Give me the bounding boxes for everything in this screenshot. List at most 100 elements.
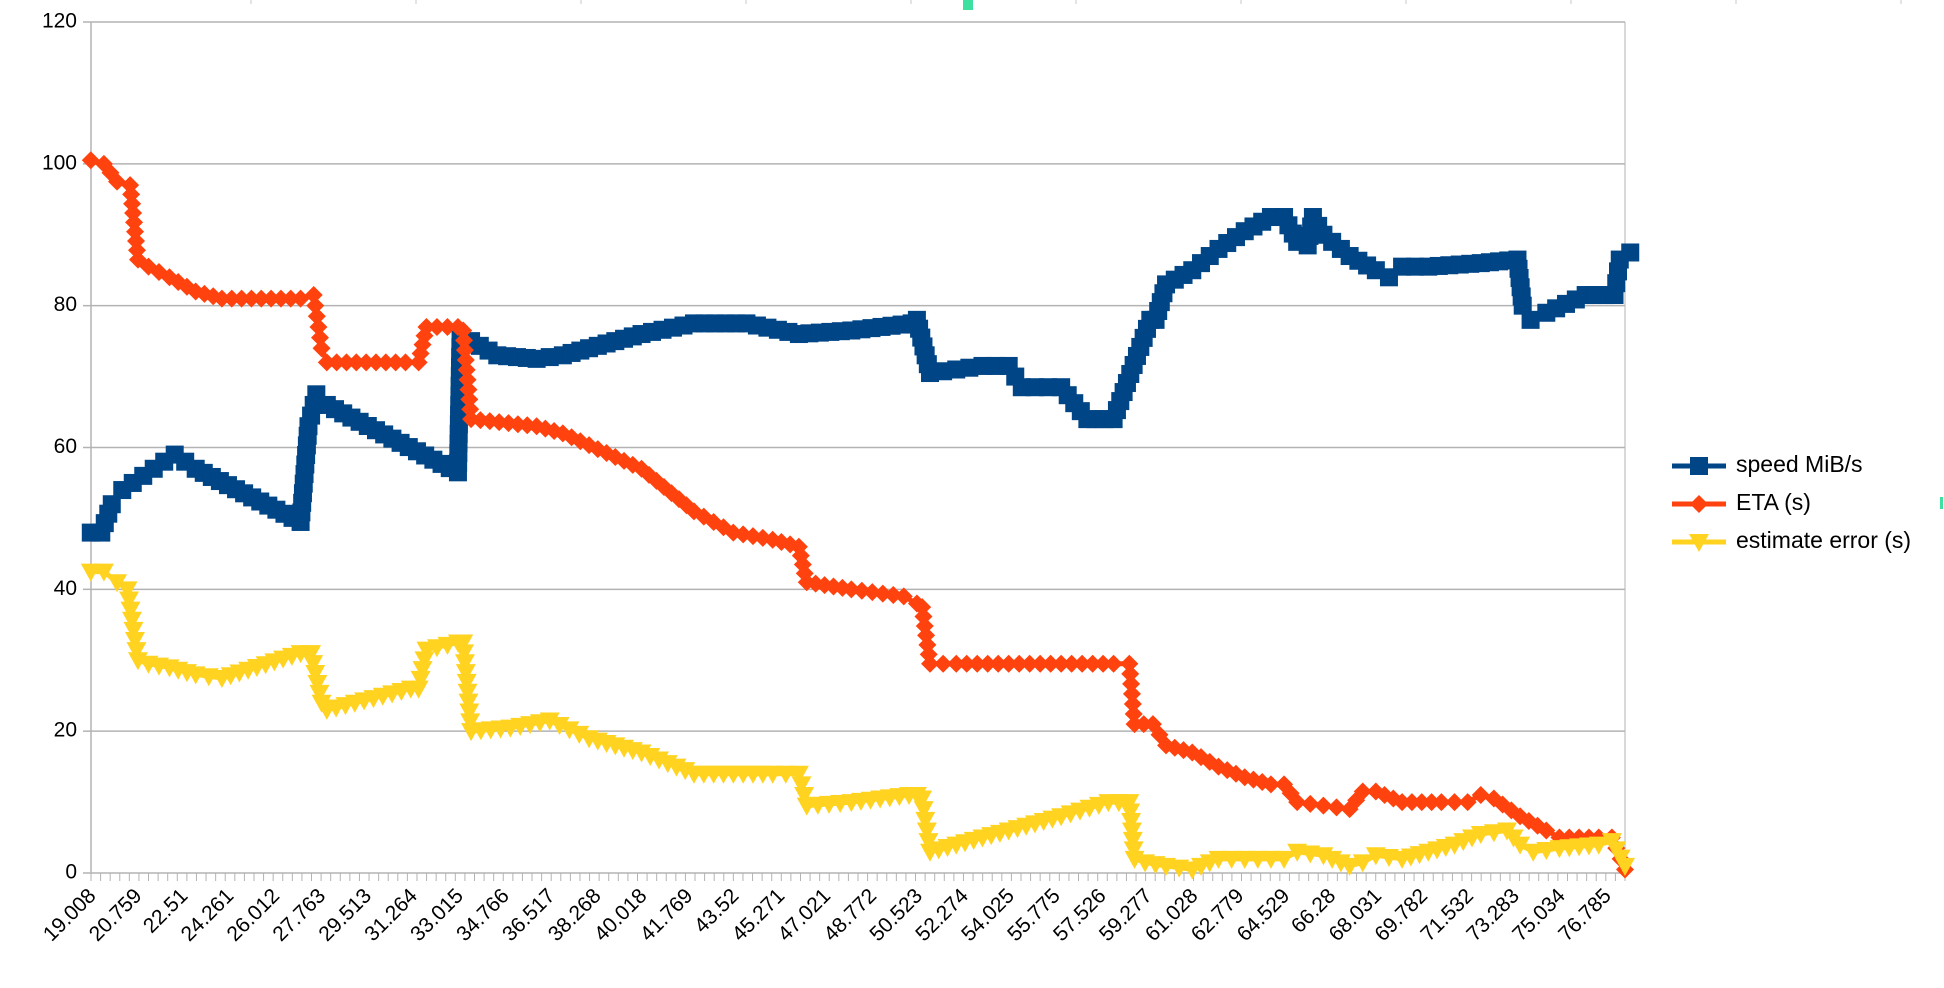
data-point (417, 317, 436, 336)
data-point (303, 655, 324, 674)
legend-label: speed MiB/s (1736, 451, 1863, 477)
data-point (1120, 654, 1139, 673)
data-point (376, 353, 395, 372)
data-point (1122, 674, 1141, 693)
data-point (1588, 836, 1609, 855)
data-point (794, 786, 815, 805)
data-point (301, 645, 322, 664)
data-point (128, 241, 147, 260)
data-point (1352, 854, 1373, 873)
series-3 (80, 563, 1635, 880)
data-point (1470, 825, 1491, 844)
legend-swatch-marker (1689, 534, 1709, 552)
data-point (1020, 654, 1039, 673)
data-point (454, 644, 475, 663)
legend-item: ETA (s) (1672, 489, 1811, 515)
data-point (1010, 654, 1029, 673)
data-point (93, 563, 114, 582)
data-point (232, 289, 251, 308)
data-point (894, 587, 913, 606)
data-point (1261, 775, 1280, 794)
data-point (1402, 793, 1421, 812)
data-point (999, 654, 1018, 673)
data-point (317, 353, 336, 372)
data-point (913, 801, 934, 820)
data-point (427, 317, 446, 336)
data-point (126, 642, 147, 661)
y-tick-label: 20 (54, 719, 77, 742)
data-point (968, 654, 987, 673)
data-point (291, 289, 310, 308)
data-point (108, 172, 127, 191)
data-point (788, 765, 809, 784)
data-point (123, 621, 144, 640)
data-point (1314, 796, 1333, 815)
data-point (775, 765, 796, 784)
data-point (438, 317, 457, 336)
y-tick-label: 120 (42, 10, 77, 33)
data-point (122, 611, 143, 630)
data-point (337, 353, 356, 372)
legend: speed MiB/s ETA (s) estimate error (s) (1672, 451, 1911, 553)
data-point (386, 353, 405, 372)
x-axis-ticks: 19.00820.75922.5124.26126.01227.76329.51… (39, 884, 1616, 946)
data-point (1041, 654, 1060, 673)
legend-label: estimate error (s) (1736, 527, 1911, 553)
data-point (453, 634, 474, 653)
data-point (873, 584, 892, 603)
data-point (918, 833, 939, 852)
data-point (947, 654, 966, 673)
data-point (124, 631, 145, 650)
legend-label: ETA (s) (1736, 489, 1811, 515)
data-point (1125, 715, 1144, 734)
data-point (1339, 857, 1360, 876)
data-point (863, 583, 882, 602)
data-point (957, 654, 976, 673)
data-point (309, 317, 328, 336)
data-point (120, 601, 141, 620)
data-point (458, 693, 479, 712)
data-point (1052, 654, 1071, 673)
data-point (459, 703, 480, 722)
data-point (1121, 664, 1140, 683)
series-line (90, 569, 1628, 872)
data-point (412, 661, 433, 680)
data-point (1062, 654, 1081, 673)
data-point (1122, 684, 1141, 703)
data-point (306, 296, 325, 315)
data-point (1094, 654, 1113, 673)
data-point (309, 684, 330, 703)
data-point (305, 665, 326, 684)
data-point (455, 664, 476, 683)
series-markers (81, 208, 1640, 542)
data-point (1234, 850, 1255, 869)
data-point (1510, 836, 1531, 855)
data-point (989, 654, 1008, 673)
data-point (281, 289, 300, 308)
data-point (1121, 812, 1142, 831)
data-point (1513, 296, 1532, 315)
data-point (1483, 824, 1504, 843)
y-tick-label: 80 (54, 293, 77, 316)
data-point (1301, 794, 1320, 813)
data-point (1073, 654, 1092, 673)
data-point (1121, 822, 1142, 841)
data-point (357, 353, 376, 372)
data-point (791, 776, 812, 795)
data-point (1134, 715, 1153, 734)
data-point (222, 289, 241, 308)
data-point (1274, 850, 1295, 869)
data-point (1083, 654, 1102, 673)
data-point (454, 654, 475, 673)
legend-swatch-marker (1690, 495, 1708, 513)
data-point (307, 674, 328, 693)
data-point (242, 289, 261, 308)
data-point (916, 822, 937, 841)
top-indicator (963, 0, 973, 10)
data-point (1353, 782, 1372, 801)
data-point (1393, 793, 1412, 812)
data-point (915, 811, 936, 830)
data-point (921, 654, 940, 673)
data-point (252, 289, 271, 308)
data-point (852, 581, 871, 600)
